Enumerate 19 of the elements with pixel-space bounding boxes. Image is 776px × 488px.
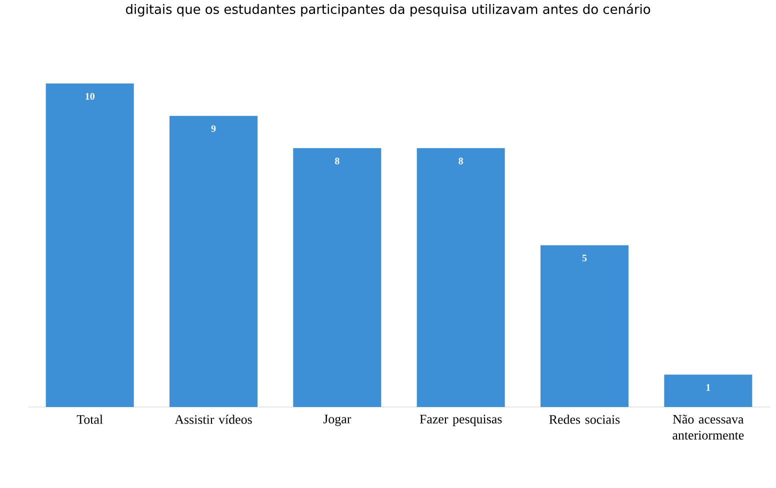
x-tick-label: Jogar — [323, 414, 352, 426]
x-tick-label: Fazer pesquisas — [420, 414, 502, 426]
bar — [170, 116, 258, 407]
data-label: 10 — [86, 92, 94, 100]
data-label: 5 — [582, 254, 587, 262]
bar — [46, 83, 134, 407]
bar — [540, 245, 629, 407]
bar — [664, 374, 752, 407]
bar — [293, 148, 382, 407]
x-tick-label: Redes sociais — [549, 414, 620, 424]
x-tick-label: Assistir vídeos — [174, 414, 252, 424]
x-tick-label: Total — [76, 414, 103, 424]
bar — [416, 148, 505, 407]
chart-title: digitais que os estudantes participantes da pesquisa utilizavam antes do cenário — [126, 4, 650, 17]
x-tick-label: Não acessava anteriormente — [672, 414, 744, 440]
data-label: 8 — [335, 158, 340, 164]
data-label: 8 — [458, 158, 464, 164]
data-label: 9 — [211, 125, 216, 132]
data-label: 1 — [706, 384, 710, 391]
